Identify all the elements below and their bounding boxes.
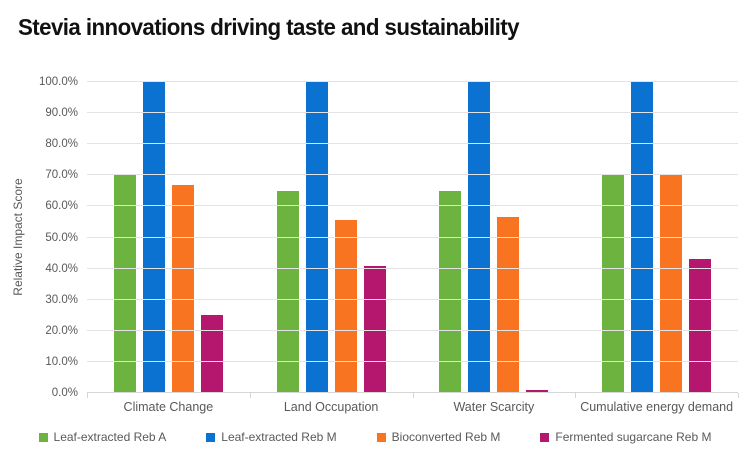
bar-bioconverted-reb-m-cumulative-energy-demand: [660, 175, 683, 393]
category-label-climate-change: Climate Change: [123, 400, 214, 414]
bar-group-climate-change: [87, 82, 250, 393]
x-axis-category-labels: Climate Change Land Occupation Water Scarc…: [87, 400, 738, 414]
bar-fermented-sugarcane-reb-m-cumulative-energy-demand: [689, 259, 712, 393]
category-label-cumulative-energy-demand: Cumulative energy demand: [580, 400, 734, 414]
y-tick-label: 20.0%: [45, 324, 78, 337]
y-tick-label: 30.0%: [45, 293, 78, 306]
gridline: [87, 298, 738, 300]
legend-swatch-icon: [38, 432, 48, 442]
legend-label: Bioconverted Reb M: [391, 430, 501, 444]
x-axis-tick: [87, 393, 88, 398]
bar-groups-container: [87, 82, 738, 393]
y-tick-label: 70.0%: [45, 169, 78, 182]
bar-leaf-extracted-reb-m-climate-change: [142, 82, 165, 393]
gridline: [87, 81, 738, 82]
gridline: [87, 205, 738, 207]
category-label-water-scarcity: Water Scarcity: [453, 400, 535, 414]
y-tick-label: 80.0%: [45, 138, 78, 151]
gridline: [87, 267, 738, 269]
y-tick-label: 0.0%: [51, 387, 78, 399]
gridline: [87, 143, 738, 145]
legend: Leaf-extracted Reb A Leaf-extracted Reb M…: [0, 430, 750, 444]
y-tick-label: 100.0%: [38, 76, 78, 88]
gridline: [87, 112, 738, 114]
x-axis-line: [87, 392, 738, 393]
y-tick-label: 60.0%: [45, 200, 78, 213]
category-label-land-occupation: Land Occupation: [283, 400, 379, 414]
legend-swatch-icon: [206, 432, 216, 442]
bar-leaf-extracted-reb-m-land-occupation: [305, 82, 328, 393]
x-axis-tick: [575, 393, 577, 398]
gridline: [87, 236, 738, 238]
legend-item-bioconverted-reb-m: Bioconverted Reb M: [376, 430, 501, 444]
bar-bioconverted-reb-m-land-occupation: [334, 220, 357, 393]
y-tick-label: 50.0%: [45, 231, 78, 244]
bar-leaf-extracted-reb-a-water-scarcity: [439, 190, 462, 393]
gridline: [87, 360, 738, 362]
legend-item-leaf-extracted-reb-m: Leaf-extracted Reb M: [206, 430, 337, 444]
y-tick-label: 10.0%: [45, 355, 78, 368]
legend-swatch-icon: [540, 432, 550, 442]
legend-item-leaf-extracted-reb-a: Leaf-extracted Reb A: [38, 430, 167, 444]
bar-leaf-extracted-reb-m-cumulative-energy-demand: [631, 82, 654, 393]
x-axis-tick: [249, 393, 251, 398]
bar-group-land-occupation: [250, 82, 413, 393]
gridline: [87, 174, 738, 176]
bar-fermented-sugarcane-reb-m-water-scarcity: [526, 389, 549, 393]
y-tick-label: 90.0%: [45, 107, 78, 120]
chart-title: Stevia innovations driving taste and sus…: [18, 14, 520, 40]
legend-label: Fermented sugarcane Reb M: [555, 430, 712, 444]
x-axis-tick: [738, 393, 739, 398]
legend-swatch-icon: [376, 432, 386, 442]
legend-label: Leaf-extracted Reb M: [221, 430, 337, 444]
legend-label: Leaf-extracted Reb A: [53, 430, 167, 444]
bar-bioconverted-reb-m-water-scarcity: [497, 217, 520, 393]
y-tick-label: 40.0%: [45, 262, 78, 275]
legend-item-fermented-sugarcane-reb-m: Fermented sugarcane Reb M: [540, 430, 711, 444]
plot-area: [87, 81, 739, 398]
bar-fermented-sugarcane-reb-m-climate-change: [200, 315, 223, 393]
bar-leaf-extracted-reb-m-water-scarcity: [468, 82, 491, 393]
bar-group-water-scarcity: [413, 82, 576, 393]
bar-group-cumulative-energy-demand: [575, 82, 738, 393]
bar-leaf-extracted-reb-a-climate-change: [113, 175, 136, 393]
bar-leaf-extracted-reb-a-land-occupation: [276, 190, 299, 393]
x-axis-tick: [412, 393, 414, 398]
bar-leaf-extracted-reb-a-cumulative-energy-demand: [602, 175, 625, 393]
gridline: [87, 329, 738, 331]
